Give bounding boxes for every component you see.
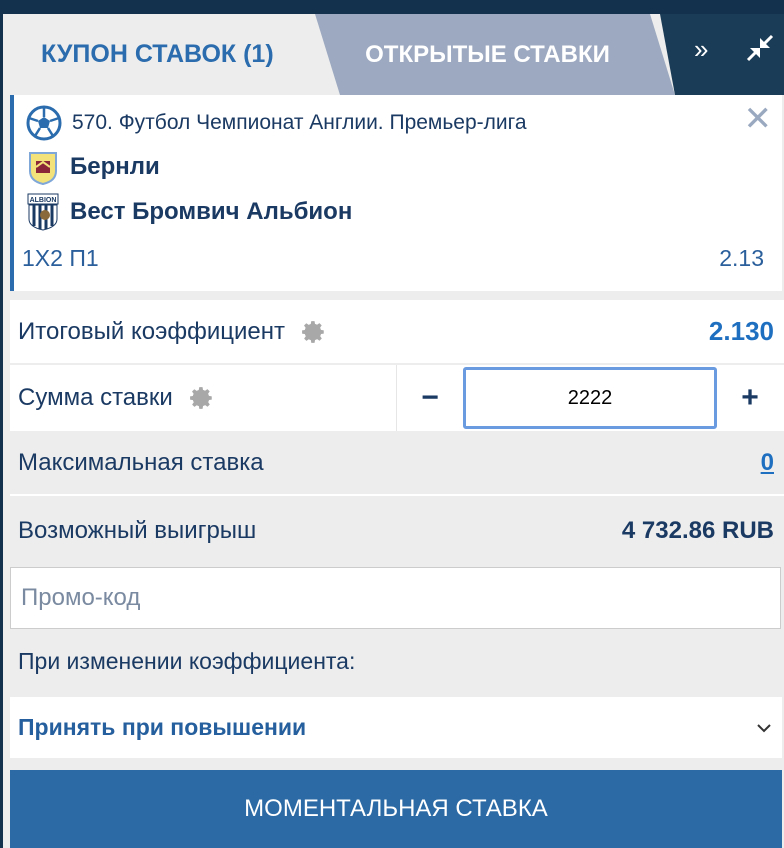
odds-change-select[interactable]: Принять при повышении <box>10 697 782 758</box>
odds-change-label: При изменении коэффициента: <box>18 648 356 674</box>
event-title: 570. Футбол Чемпионат Англии. Премьер-ли… <box>72 111 527 134</box>
decrease-stake-button[interactable]: − <box>421 381 439 414</box>
tab-open-bets[interactable]: ОТКРЫТЫЕ СТАВКИ <box>315 14 675 95</box>
tab-controls-bg <box>660 14 784 95</box>
possible-win-row: Возможный выигрыш 4 732.86 RUB <box>10 498 784 564</box>
stake-input[interactable]: 2222 <box>463 367 717 429</box>
total-odds-value: 2.130 <box>708 316 774 346</box>
gear-icon[interactable] <box>301 319 327 345</box>
home-team: Бернли <box>70 153 160 180</box>
instant-bet-button[interactable]: МОМЕНТАЛЬНАЯ СТАВКА <box>10 770 782 848</box>
bet-odds: 2.13 <box>719 245 764 271</box>
stake-label: Сумма ставки <box>18 384 173 411</box>
bet-card: 570. Футбол Чемпионат Англии. Премьер-ли… <box>10 95 782 291</box>
total-odds-row: Итоговый коэффициент 2.130 <box>10 300 784 363</box>
double-chevron-right-icon[interactable]: » <box>694 34 709 64</box>
top-bar <box>0 0 784 14</box>
market: 1X2 П1 <box>22 245 99 272</box>
close-icon[interactable]: ✕ <box>743 100 773 138</box>
max-bet-link[interactable]: 0 <box>760 449 774 476</box>
wba-logo: ALBION <box>27 193 59 231</box>
tab-coupon[interactable]: КУПОН СТАВОК (1) <box>3 14 343 95</box>
possible-win-label: Возможный выигрыш <box>18 517 257 544</box>
collapse-arrows-icon[interactable] <box>746 34 774 69</box>
stake-stepper: − 2222 + <box>396 365 784 431</box>
wba-logo-text: ALBION <box>30 197 57 204</box>
burnley-logo <box>29 152 57 185</box>
chevron-down-icon <box>757 723 771 732</box>
possible-win-value: 4 732.86 RUB <box>621 517 774 544</box>
soccer-ball-icon <box>26 105 62 141</box>
max-bet-label: Максимальная ставка <box>18 449 264 476</box>
odds-change-selected: Принять при повышении <box>18 714 307 740</box>
total-odds-label: Итоговый коэффициент <box>18 317 285 345</box>
left-edge <box>0 14 3 848</box>
tab-open-bets-label: ОТКРЫТЫЕ СТАВКИ <box>365 40 610 68</box>
gear-icon[interactable] <box>189 385 215 411</box>
promo-code-input[interactable]: Промо-код <box>10 567 781 629</box>
max-bet-row: Максимальная ставка 0 <box>10 432 784 496</box>
increase-stake-button[interactable]: + <box>741 381 759 414</box>
market-label: 1X2 П1 <box>22 245 99 271</box>
away-team: Вест Бромвич Альбион <box>70 198 353 225</box>
